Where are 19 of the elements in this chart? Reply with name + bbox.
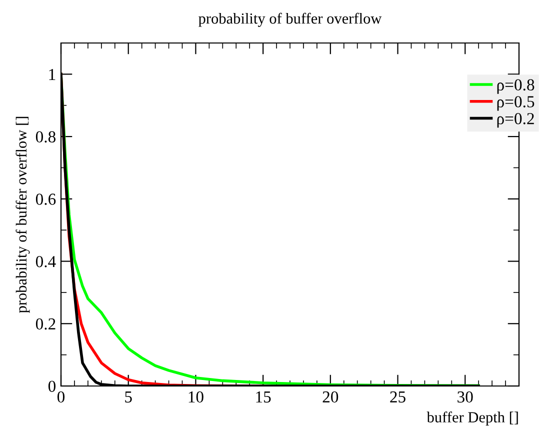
x-tick-label: 25 xyxy=(390,391,406,403)
y-tick-label: 0.4 xyxy=(36,256,56,268)
x-tick-label: 5 xyxy=(125,392,132,403)
legend-label: ρ=0.8 xyxy=(497,79,534,94)
y-tick-label: 0.8 xyxy=(36,131,56,143)
y-axis-title: probability of buffer overflow [] xyxy=(16,116,30,313)
x-axis-title: buffer Depth [] xyxy=(426,412,518,426)
y-tick-label: 0 xyxy=(48,380,56,392)
x-tick-label: 20 xyxy=(322,391,338,403)
y-tick-label: 1 xyxy=(49,68,56,80)
y-tick-label: 0.6 xyxy=(36,194,56,205)
legend-label: ρ=0.5 xyxy=(497,96,534,111)
chart-title: probability of buffer overflow xyxy=(198,12,382,27)
x-tick-label: 10 xyxy=(188,391,204,403)
x-tick-label: 30 xyxy=(458,391,473,403)
y-tick-label: 0.2 xyxy=(36,318,56,330)
legend-label: ρ=0.2 xyxy=(497,113,534,128)
x-tick-label: 0 xyxy=(57,391,65,403)
x-tick-label: 15 xyxy=(256,391,271,403)
